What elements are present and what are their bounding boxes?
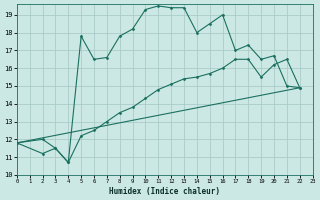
X-axis label: Humidex (Indice chaleur): Humidex (Indice chaleur) (109, 187, 220, 196)
